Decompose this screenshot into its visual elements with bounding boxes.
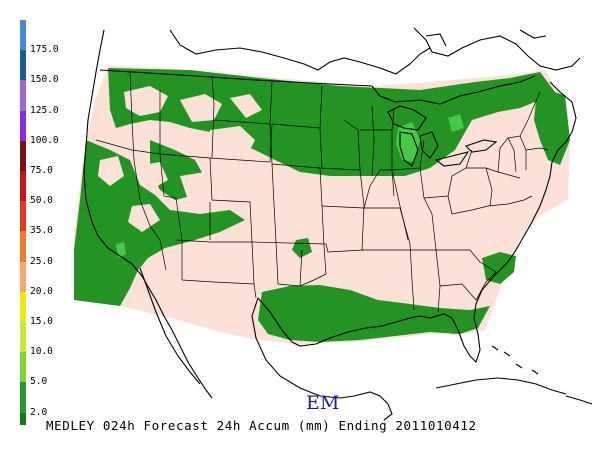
precip-areas xyxy=(74,68,570,342)
state-border xyxy=(175,202,303,287)
legend-swatch xyxy=(20,352,26,383)
legend-swatch xyxy=(20,291,26,322)
dry-pocket xyxy=(128,204,160,232)
legend-label: 175.0 xyxy=(30,44,59,56)
legend-swatch xyxy=(20,80,26,111)
legend-label: 50.0 xyxy=(30,195,53,207)
baja-peninsula xyxy=(139,267,201,385)
legend-label: 20.0 xyxy=(30,285,53,297)
legend-swatch-bottom xyxy=(20,412,26,425)
legend-label: 25.0 xyxy=(30,255,53,267)
dry-pocket xyxy=(180,94,222,122)
state-border xyxy=(439,149,533,301)
dry-pocket xyxy=(98,156,124,186)
legend-label: 150.0 xyxy=(30,74,59,86)
state-borders xyxy=(95,71,549,313)
canada-us-border xyxy=(99,69,536,105)
precip-northern-tier xyxy=(108,68,555,176)
model-tag: EM xyxy=(306,392,340,414)
legend-swatch xyxy=(20,382,26,413)
state-border xyxy=(362,167,433,311)
legend-swatch xyxy=(20,140,26,171)
precip-light-area xyxy=(448,114,464,132)
precip-carolina-coast xyxy=(482,252,516,284)
legend-label: 10.0 xyxy=(30,346,53,358)
great-lakes xyxy=(387,105,498,167)
dry-pocket xyxy=(230,94,262,118)
coastlines xyxy=(83,27,593,421)
legend-label: 5.0 xyxy=(30,376,48,388)
legend-swatch xyxy=(20,231,26,262)
map-caption: MEDLEY 024h Forecast 24h Accum (mm) Endi… xyxy=(46,418,477,433)
state-border xyxy=(319,119,409,251)
state-border xyxy=(410,195,497,313)
legend-label: 2.0 xyxy=(30,406,48,418)
color-legend: 175.0 150.0 125.0 100.0 75.0 50.0 35.0 25.0 20.0… xyxy=(10,20,70,432)
legend-swatch xyxy=(20,261,26,292)
dry-pocket xyxy=(138,162,168,190)
legend-label: 100.0 xyxy=(30,134,59,146)
precip-light-area xyxy=(116,242,126,258)
legend-swatch xyxy=(20,201,26,232)
state-border xyxy=(159,75,273,285)
state-border xyxy=(251,241,365,299)
state-border xyxy=(371,105,425,197)
legend-swatch xyxy=(20,171,26,202)
legend-swatch xyxy=(20,322,26,353)
cuba xyxy=(435,377,567,395)
legend-label: 15.0 xyxy=(30,316,53,327)
legend-swatch xyxy=(20,50,26,81)
central-america xyxy=(339,391,393,421)
west-coast xyxy=(83,29,213,399)
bahamas xyxy=(491,345,539,375)
dry-pocket xyxy=(208,126,255,162)
legend-swatch xyxy=(20,110,26,141)
state-border xyxy=(497,91,549,173)
precip-west-coast xyxy=(74,140,245,306)
gulf-coast xyxy=(257,297,481,364)
precip-gulf-coast xyxy=(258,285,490,342)
canada-outline xyxy=(169,27,581,75)
legend-swatch xyxy=(20,20,26,51)
legend-label: 125.0 xyxy=(30,104,59,116)
legend-label: 35.0 xyxy=(30,225,53,237)
east-coast xyxy=(475,81,577,305)
legend-label: 75.0 xyxy=(30,165,53,176)
precip-northeast xyxy=(534,88,570,165)
dry-pocket xyxy=(124,86,168,116)
mexico-gulf-coast xyxy=(251,297,341,399)
hispaniola xyxy=(565,395,593,405)
dry-pockets xyxy=(98,86,262,232)
